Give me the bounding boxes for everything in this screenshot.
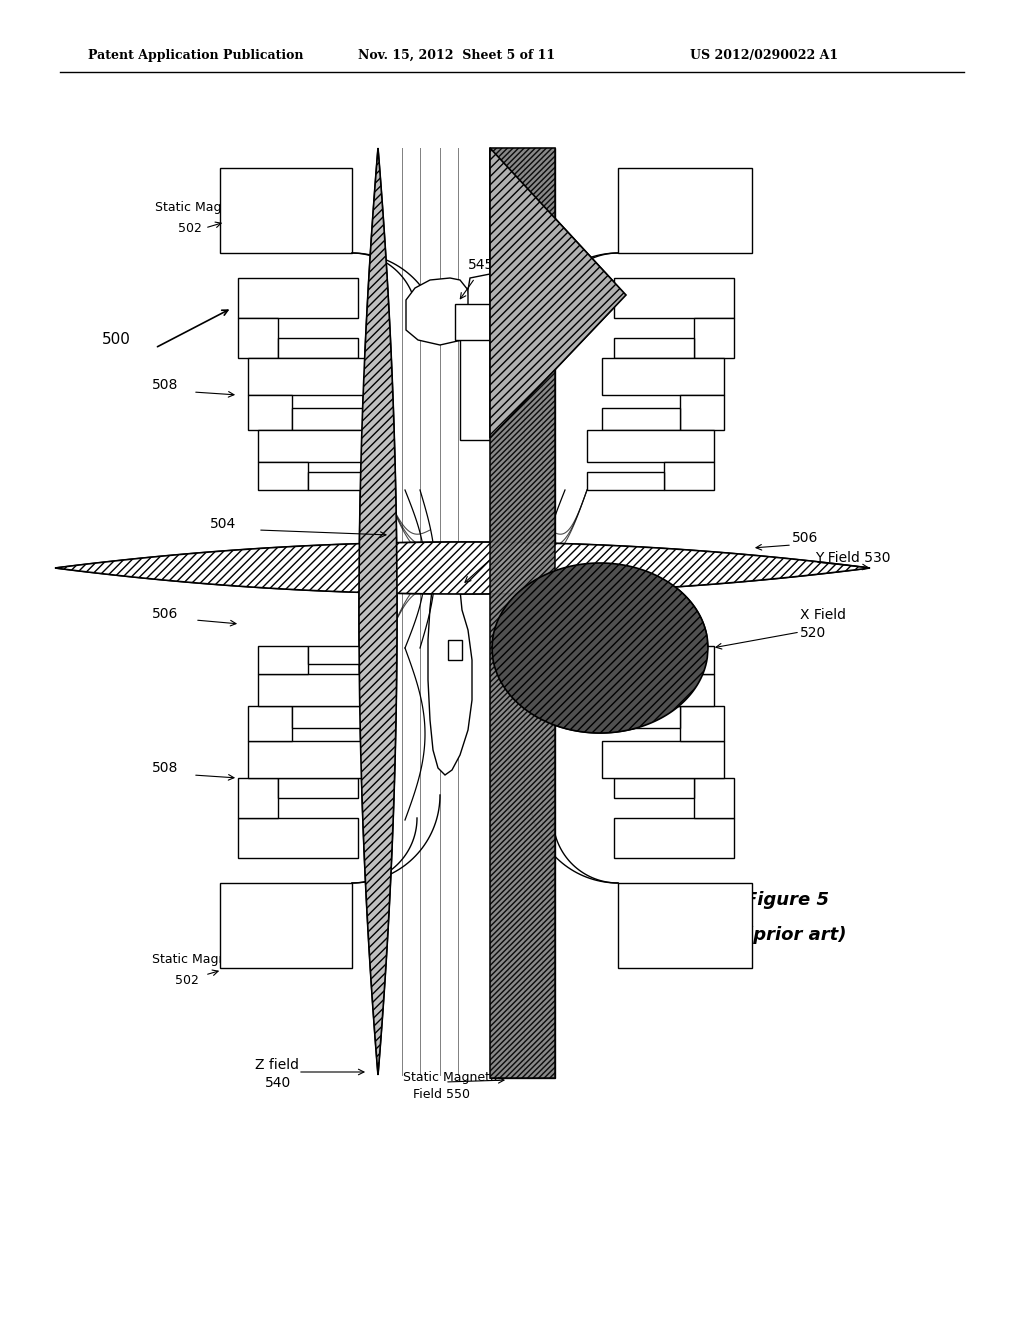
Bar [618,883,752,968]
Text: 508: 508 [152,762,178,775]
Bar [258,675,385,706]
Bar [602,358,724,395]
Text: 540: 540 [265,1076,291,1090]
Text: 545: 545 [468,257,495,272]
Polygon shape [55,543,870,594]
Text: Y Field 530: Y Field 530 [815,550,891,565]
Bar [292,408,370,430]
Text: Static Magnet: Static Magnet [155,202,242,214]
Text: Nov. 15, 2012  Sheet 5 of 11: Nov. 15, 2012 Sheet 5 of 11 [358,49,555,62]
Text: 520: 520 [800,626,826,640]
Text: 500: 500 [102,333,131,347]
Text: 100, 26: 100, 26 [492,541,540,554]
Bar [664,462,714,490]
Text: US 2012/0290022 A1: US 2012/0290022 A1 [690,49,838,62]
Bar [614,818,734,858]
Bar [455,304,510,341]
Bar [587,645,664,664]
Bar [587,675,714,706]
Text: Patent Application Publication: Patent Application Publication [88,49,303,62]
Polygon shape [468,275,520,346]
Text: 502: 502 [175,974,199,986]
Bar [449,640,462,660]
Polygon shape [428,554,472,775]
Bar [602,408,680,430]
Text: Field 550: Field 550 [413,1089,470,1101]
Text: Static Magnetic: Static Magnetic [403,1072,501,1085]
Bar [587,430,714,462]
Bar [238,318,278,358]
Polygon shape [359,148,397,1074]
Bar [602,706,680,729]
Polygon shape [359,148,397,1074]
Bar [680,395,724,430]
Bar [490,148,555,1078]
Polygon shape [492,564,708,733]
Bar [614,279,734,318]
Polygon shape [490,148,626,438]
Bar [248,706,292,741]
Bar [278,777,358,799]
Bar [248,741,370,777]
Text: Static Magnet: Static Magnet [152,953,239,966]
Bar [292,706,370,729]
Bar [490,148,555,1078]
Bar [602,741,724,777]
Bar [308,645,385,664]
Bar [220,168,352,253]
Bar [460,338,490,440]
Bar [694,318,734,358]
Text: X Field: X Field [800,609,846,622]
Text: 502: 502 [178,222,202,235]
Text: 506: 506 [792,531,818,545]
Bar [308,473,385,490]
Bar [614,777,694,799]
Bar [248,395,292,430]
Polygon shape [406,279,470,345]
Polygon shape [55,543,870,594]
Polygon shape [492,564,708,733]
Polygon shape [490,148,626,438]
Text: (prior art): (prior art) [745,927,847,944]
Bar [220,883,352,968]
Bar [258,645,308,675]
Bar [680,706,724,741]
Text: 508: 508 [152,378,178,392]
Bar [587,473,664,490]
Bar [278,338,358,358]
Bar [618,168,752,253]
Text: Z field: Z field [255,1059,299,1072]
Text: Figure 5: Figure 5 [745,891,829,909]
Bar [248,358,370,395]
Bar [694,777,734,818]
Text: 506: 506 [152,607,178,620]
Bar [238,818,358,858]
Bar [258,430,385,462]
Bar [614,338,694,358]
Bar [238,279,358,318]
Bar [238,777,278,818]
Text: 504: 504 [210,517,237,531]
Bar [664,645,714,675]
Bar [258,462,308,490]
